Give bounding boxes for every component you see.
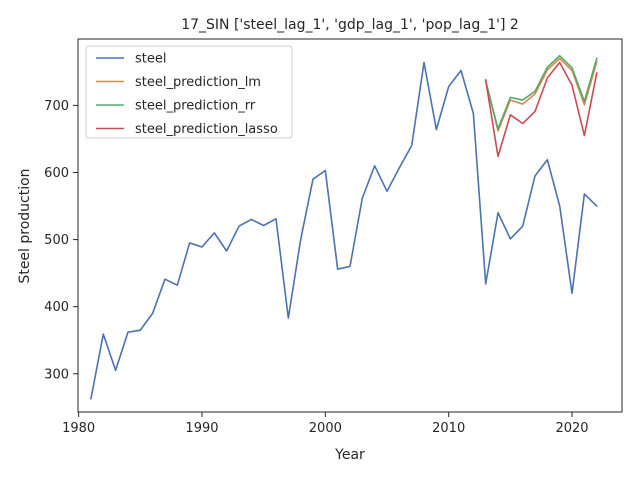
series-line-steel: [90, 61, 598, 400]
y-tick-label: 300: [44, 367, 69, 382]
y-axis: 300 400 500 600 700: [44, 99, 78, 382]
legend-label-steel-prediction-rr: steel_prediction_rr: [135, 99, 256, 114]
x-tick-label: 2020: [555, 421, 588, 436]
y-tick-label: 500: [44, 233, 69, 248]
y-tick-label: 400: [44, 300, 69, 315]
x-tick-label: 1980: [62, 421, 95, 436]
legend-label-steel-prediction-lm: steel_prediction_lm: [135, 75, 261, 90]
y-axis-title: Steel production: [17, 168, 33, 283]
legend: steel steel_prediction_lm steel_prediction…: [85, 45, 293, 139]
x-axis: 1980 1990 2000 2010 2020: [62, 412, 589, 436]
series-line-steel-prediction-rr: [484, 54, 598, 130]
plot-lines: [90, 54, 598, 400]
x-tick-label: 1990: [185, 421, 218, 436]
chart-title: 17_SIN ['steel_lag_1', 'gdp_lag_1', 'pop…: [181, 17, 519, 33]
x-tick-label: 2010: [432, 421, 465, 436]
y-tick-label: 600: [44, 166, 69, 181]
series-line-steel-prediction-lm: [484, 57, 598, 132]
legend-label-steel: steel: [135, 52, 166, 67]
y-tick-label: 700: [44, 99, 69, 114]
legend-label-steel-prediction-lasso: steel_prediction_lasso: [135, 122, 278, 137]
x-tick-label: 2000: [309, 421, 342, 436]
series-line-steel-prediction-lasso: [484, 61, 598, 158]
legend-box: [85, 45, 293, 139]
x-axis-title: Year: [334, 447, 365, 463]
plot-frame: [77, 38, 623, 413]
